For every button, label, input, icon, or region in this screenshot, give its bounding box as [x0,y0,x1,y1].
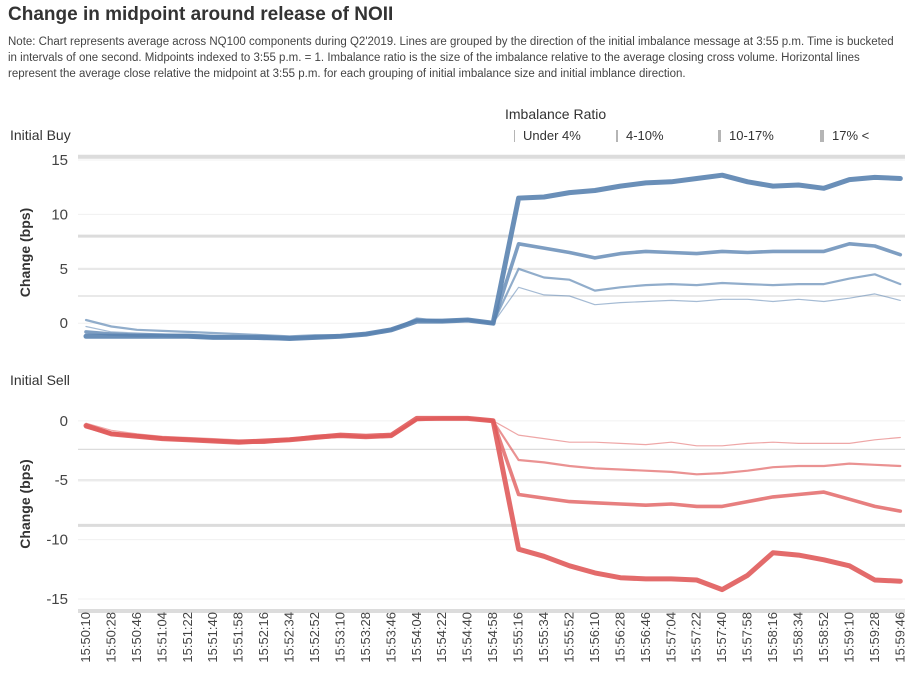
x-tick-label: 15:54:58 [485,612,500,663]
x-tick-label: 15:56:28 [612,612,627,663]
y-tick-label: -10 [46,532,68,549]
legend-label: 17% < [832,128,870,143]
x-tick-label: 15:51:40 [205,612,220,663]
legend-swatch [718,129,721,142]
y-axis-label: Change (bps) [17,459,33,548]
x-tick-label: 15:51:04 [154,612,169,663]
series-line [84,267,902,338]
chart-note: Note: Chart represents average across NQ… [8,36,894,80]
y-tick-label: -5 [55,472,68,489]
panel-label-initial-buy: Initial Buy [10,127,71,143]
y-tick-label: -15 [46,591,68,608]
legend-item-under-4[interactable]: Under 4% [514,128,581,143]
x-tick-label: 15:57:58 [740,612,755,663]
x-tick-label: 15:58:52 [816,612,831,663]
y-tick-label: 15 [51,152,68,169]
x-tick-label: 15:52:16 [256,612,271,663]
legend-item-4-10[interactable]: 4-10% [616,128,664,143]
y-tick-label: 5 [60,261,68,278]
legend-swatch [820,129,824,142]
x-tick-label: 15:56:46 [638,612,653,663]
legend-label: 10-17% [729,128,774,143]
x-tick-label: 15:57:22 [689,612,704,663]
x-tick-label: 15:53:46 [383,612,398,663]
x-tick-label: 15:54:22 [434,612,449,663]
x-tick-label: 15:59:28 [867,612,882,663]
x-tick-label: 15:57:04 [663,612,678,663]
x-tick-label: 15:50:46 [129,612,144,663]
legend-label: 4-10% [626,128,664,143]
x-tick-label: 15:54:04 [409,612,424,663]
x-tick-label: 15:55:52 [561,612,576,663]
legend-label: Under 4% [523,128,581,143]
x-tick-label: 15:52:52 [307,612,322,663]
y-tick-label: 0 [60,315,68,332]
x-tick-label: 15:53:28 [358,612,373,663]
legend-item-17-plus[interactable]: 17% < [820,128,869,143]
legend-swatch [616,129,618,142]
x-tick-label: 15:58:34 [790,612,805,663]
x-tick-label: 15:51:22 [180,612,195,663]
series-line [83,415,903,593]
x-tick-label: 15:54:40 [460,612,475,663]
x-tick-label: 15:57:40 [714,612,729,663]
x-tick-label: 15:50:10 [78,612,93,663]
x-tick-label: 15:58:16 [765,612,780,663]
x-tick-label: 15:59:10 [841,612,856,663]
x-tick-label: 15:56:10 [587,612,602,663]
legend-item-10-17[interactable]: 10-17% [718,128,774,143]
x-tick-label: 15:51:58 [231,612,246,663]
legend-title: Imbalance Ratio [505,106,607,122]
panel-label-initial-sell: Initial Sell [10,372,70,388]
y-tick-label: 10 [51,206,68,223]
y-axis-label: Change (bps) [17,208,33,297]
series-line [83,172,903,341]
chart-title: Change in midpoint around release of NOI… [8,4,394,25]
legend-swatch [514,129,515,142]
x-tick-label: 15:53:10 [332,612,347,663]
x-tick-label: 15:55:16 [511,612,526,663]
x-tick-label: 15:59:46 [892,612,907,663]
y-tick-label: 0 [60,413,68,430]
x-tick-label: 15:55:34 [536,612,551,663]
x-tick-label: 15:50:28 [103,612,118,663]
x-tick-label: 15:52:34 [282,612,297,663]
